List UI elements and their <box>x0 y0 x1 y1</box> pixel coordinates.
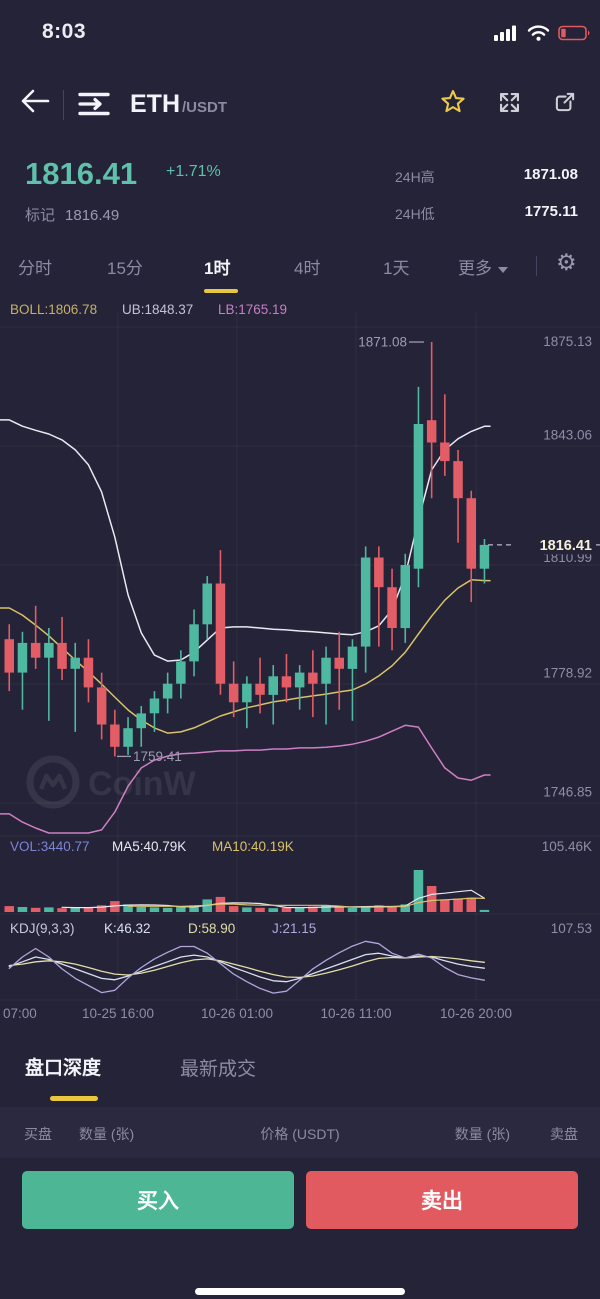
svg-text:LB:1765.19: LB:1765.19 <box>218 302 287 317</box>
svg-text:10-25 16:00: 10-25 16:00 <box>82 1006 154 1021</box>
tab-timeframe-1h[interactable]: 1时 <box>204 259 231 278</box>
tab-latest-trades[interactable]: 最新成交 <box>180 1059 257 1080</box>
header-divider <box>63 90 64 120</box>
svg-text:105.46K: 105.46K <box>542 839 592 854</box>
active-tab-underline <box>204 289 238 293</box>
tab-timeframe-15m[interactable]: 15分 <box>107 259 143 278</box>
tab-timeframe-more[interactable]: 更多 <box>458 254 508 279</box>
svg-text:MA10:40.19K: MA10:40.19K <box>212 839 294 854</box>
status-icons <box>494 24 592 42</box>
tab-timeframe-minute[interactable]: 分时 <box>18 259 52 278</box>
mark-price-value: 1816.49 <box>65 207 120 224</box>
24h-low-value: 1775.11 <box>524 203 578 220</box>
header-actions <box>439 88 578 116</box>
24h-high-value: 1871.08 <box>523 166 578 183</box>
svg-text:CoinW: CoinW <box>88 765 197 803</box>
active-bottom-tab-underline <box>50 1096 98 1101</box>
tab-timeframe-4h[interactable]: 4时 <box>294 259 321 278</box>
pair-quote: /USDT <box>182 99 227 116</box>
battery-icon <box>558 24 592 42</box>
svg-text:K:46.32: K:46.32 <box>104 921 151 936</box>
24h-high-label: 24H高 <box>395 169 435 185</box>
last-price: 1816.41 <box>25 156 138 191</box>
share-icon[interactable] <box>552 89 578 115</box>
trading-pair-title: ETH /USDT <box>130 90 227 119</box>
home-indicator[interactable] <box>195 1288 405 1295</box>
col-buy-side: 买盘 <box>24 1126 52 1142</box>
svg-text:10-26 11:00: 10-26 11:00 <box>320 1006 391 1021</box>
svg-text:1746.85: 1746.85 <box>543 785 592 800</box>
col-sell-qty: 数量 (张) <box>454 1126 510 1142</box>
svg-text:D:58.90: D:58.90 <box>188 921 235 936</box>
fullscreen-expand-icon[interactable] <box>496 89 523 116</box>
col-sell-side: 卖盘 <box>550 1126 578 1142</box>
svg-text:10-26 01:00: 10-26 01:00 <box>201 1006 273 1021</box>
svg-text:1759.41: 1759.41 <box>133 749 182 764</box>
wifi-icon <box>526 24 551 42</box>
back-button[interactable] <box>20 88 50 114</box>
svg-text:107.53: 107.53 <box>551 921 592 936</box>
mark-price-row: 标记 1816.49 <box>25 204 119 225</box>
mark-price-label: 标记 <box>25 207 56 224</box>
buy-button[interactable]: 买入 <box>22 1171 294 1229</box>
svg-text:J:21.15: J:21.15 <box>272 921 316 936</box>
svg-text:10-26 20:00: 10-26 20:00 <box>440 1006 512 1021</box>
orderbook-section-tabs: 盘口深度 最新成交 <box>0 1041 600 1107</box>
svg-text:1871.08: 1871.08 <box>358 335 407 350</box>
svg-text:1778.92: 1778.92 <box>543 666 592 681</box>
price-chart[interactable]: CoinW1871.081759.411875.131843.061810.99… <box>0 295 600 1040</box>
svg-text:BOLL:1806.78: BOLL:1806.78 <box>10 302 97 317</box>
svg-text:KDJ(9,3,3): KDJ(9,3,3) <box>10 921 75 936</box>
tab-timeframe-1d[interactable]: 1天 <box>383 259 410 278</box>
svg-text:UB:1848.37: UB:1848.37 <box>122 302 193 317</box>
tab-depth[interactable]: 盘口深度 <box>25 1058 102 1079</box>
chevron-down-icon <box>498 266 508 273</box>
col-buy-qty: 数量 (张) <box>79 1126 135 1142</box>
pair-base: ETH <box>130 90 180 118</box>
favorite-star-icon[interactable] <box>439 88 467 116</box>
svg-text:1875.13: 1875.13 <box>543 334 592 349</box>
svg-text:1816.41: 1816.41 <box>540 538 592 554</box>
col-price: 价格 (USDT) <box>260 1126 340 1142</box>
price-change-percent: +1.71% <box>166 163 221 180</box>
orderbook-column-header: 买盘 数量 (张) 价格 (USDT) 数量 (张) 卖盘 <box>0 1107 600 1158</box>
24h-low-label: 24H低 <box>395 206 435 222</box>
svg-text:MA5:40.79K: MA5:40.79K <box>112 839 186 854</box>
pair-list-menu-icon[interactable] <box>78 91 114 117</box>
svg-text:1843.06: 1843.06 <box>543 428 592 443</box>
status-time: 8:03 <box>42 20 87 43</box>
cellular-signal-icon <box>494 24 519 42</box>
chart-settings-gear-icon[interactable]: ⚙ <box>556 250 577 276</box>
tabs-divider <box>536 256 537 276</box>
svg-text:VOL:3440.77: VOL:3440.77 <box>10 839 90 854</box>
svg-text:07:00: 07:00 <box>3 1006 37 1021</box>
timeframe-tabs: 分时 15分 1时 4时 1天 更多 ⚙ <box>0 248 600 294</box>
sell-button[interactable]: 卖出 <box>306 1171 578 1229</box>
